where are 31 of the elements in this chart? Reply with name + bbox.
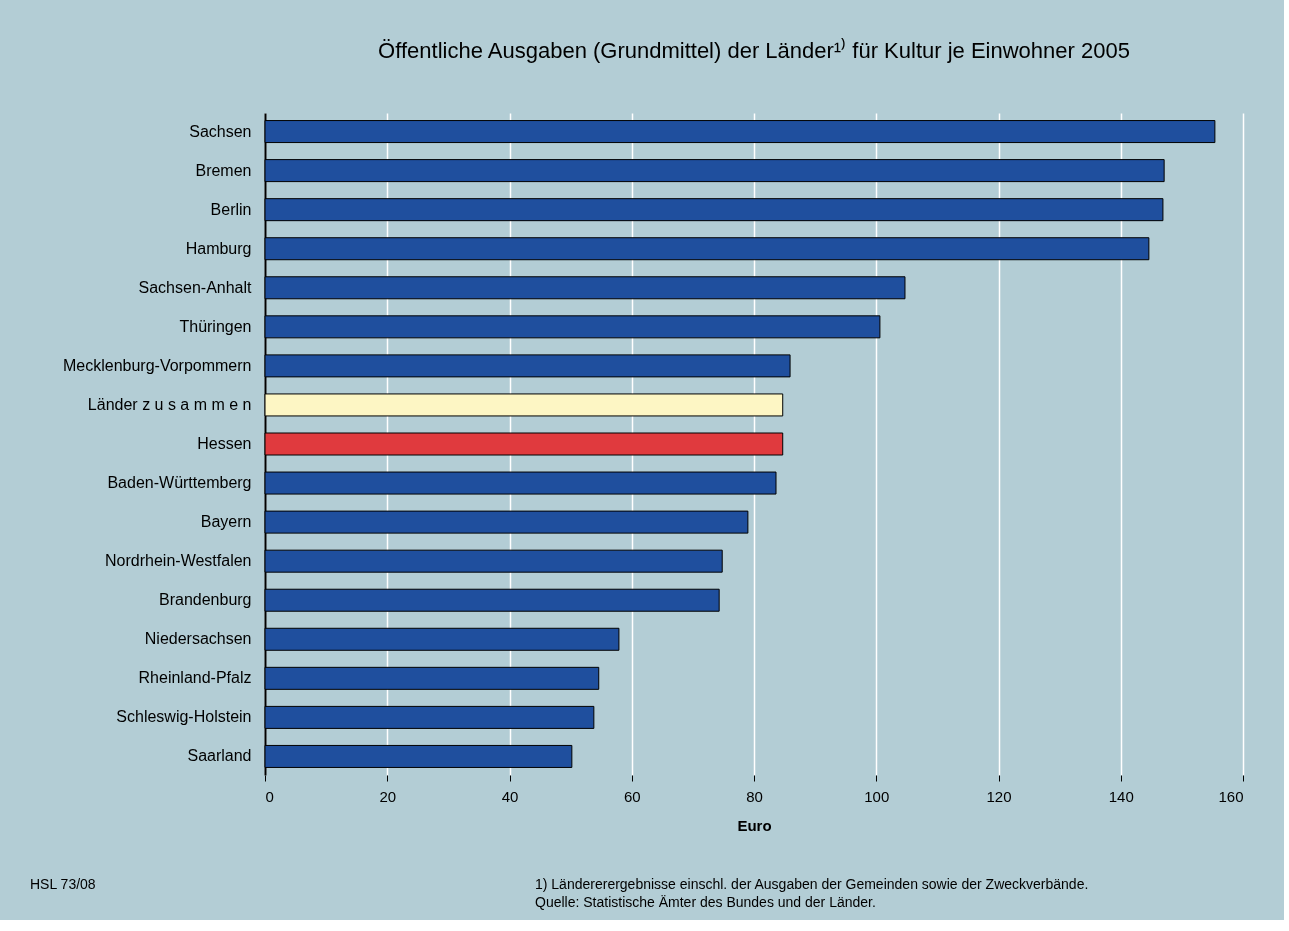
y-tick-label: Rheinland-Pfalz	[138, 669, 252, 687]
chart-title: Öffentliche Ausgaben (Grundmittel) der Länder¹⁾ für Kultur je Einwohner 2005	[378, 38, 1130, 63]
y-tick-label: Niedersachsen	[144, 630, 252, 648]
y-tick-label: Sachsen-Anhalt	[138, 278, 253, 296]
y-tick-label: Länder z u s a m m e n	[87, 395, 252, 413]
x-tick-label: 140	[1108, 787, 1134, 805]
y-tick-label: Bayern	[200, 513, 252, 531]
y-tick-label: Thüringen	[179, 317, 252, 335]
x-axis-title: Euro	[737, 816, 772, 834]
y-tick-label: Sachsen	[189, 122, 252, 140]
text: HSL 73/08	[30, 876, 96, 892]
source-note: Quelle: Statistische Ämter des Bundes und der Länder.	[535, 894, 876, 910]
y-tick-label: Nordrhein-Westfalen	[105, 552, 252, 570]
x-tick-label: 100	[864, 787, 890, 805]
x-tick-label: 80	[746, 787, 763, 805]
y-tick-label: Baden-Württemberg	[107, 474, 252, 492]
y-tick-label: Bremen	[195, 161, 252, 179]
y-tick-label: Saarland	[187, 747, 252, 765]
x-tick-label: 20	[379, 787, 397, 805]
y-tick-label: Mecklenburg-Vorpommern	[62, 356, 252, 374]
text: 1) Ländererergebnisse einschl. der Ausgaben der Gemeinden sowie der Zweckverbände.	[535, 876, 1089, 892]
x-tick-label: 0	[265, 787, 274, 805]
x-tick-label: 160	[1218, 787, 1244, 805]
y-tick-label: Hamburg	[185, 239, 252, 257]
y-tick-label: Berlin	[210, 200, 252, 218]
y-tick-label: Schleswig-Holstein	[116, 708, 252, 726]
y-tick-label: Hessen	[197, 435, 252, 452]
x-tick-label: 60	[623, 787, 641, 805]
x-tick-label: 40	[501, 787, 519, 805]
y-tick-label: Brandenburg	[158, 591, 252, 609]
x-tick-label: 120	[986, 787, 1012, 805]
